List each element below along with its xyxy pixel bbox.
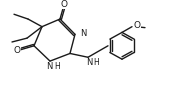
Text: O: O [14,46,20,55]
Text: H: H [93,58,99,67]
Text: H: H [54,62,60,71]
Text: O: O [61,0,67,9]
Text: N: N [86,58,92,67]
Text: N: N [46,62,52,71]
Text: N: N [80,29,86,38]
Text: O: O [134,21,141,30]
